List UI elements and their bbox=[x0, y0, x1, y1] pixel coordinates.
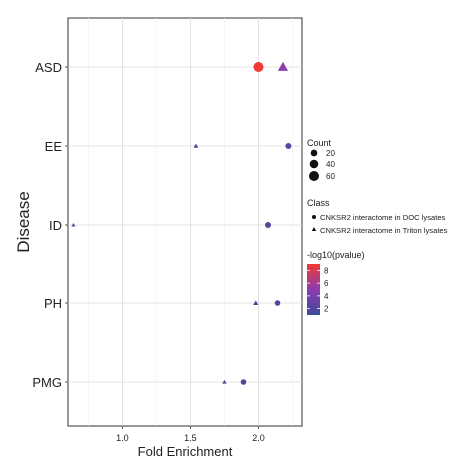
legend-class-title: Class bbox=[307, 198, 330, 208]
legend-count-label-20: 20 bbox=[326, 149, 335, 158]
data-point-doc-pmg bbox=[240, 379, 247, 385]
legend-class-doc-label: CNKSR2 interactome in DOC lysates bbox=[320, 213, 446, 222]
x-axis-ticks: 1.0 1.5 2.0 bbox=[116, 426, 265, 443]
data-point-triton-ee bbox=[193, 143, 199, 148]
legend-count-title: Count bbox=[307, 138, 332, 148]
data-point-triton-id bbox=[71, 223, 76, 227]
data-point-doc-ph bbox=[274, 300, 281, 306]
legend-class-triton-symbol bbox=[311, 227, 317, 231]
legend-class-doc-symbol bbox=[312, 215, 316, 219]
x-tick-label: 1.5 bbox=[184, 433, 197, 443]
legend-count-label-60: 60 bbox=[326, 172, 335, 181]
y-tick-label: PH bbox=[44, 296, 62, 311]
legend-pvalue-tick-label: 4 bbox=[324, 292, 329, 301]
grid-lines bbox=[68, 18, 302, 426]
legend-count-symbol-20 bbox=[310, 149, 318, 157]
legend-count: 20 40 60 bbox=[308, 149, 335, 182]
legend-count-symbol-60 bbox=[308, 170, 320, 182]
y-tick-label: ID bbox=[49, 218, 62, 233]
legend-count-label-40: 40 bbox=[326, 160, 335, 169]
legend-count-symbol-40 bbox=[309, 159, 319, 169]
data-point-doc-id bbox=[264, 221, 272, 229]
y-tick-label: EE bbox=[45, 139, 63, 154]
data-point-triton-asd bbox=[277, 61, 289, 71]
x-axis-title: Fold Enrichment bbox=[138, 444, 233, 459]
legend-pvalue-tick-label: 2 bbox=[324, 305, 329, 314]
legend-pvalue-tick-label: 6 bbox=[324, 279, 329, 288]
legend-pvalue-colorbar bbox=[307, 264, 320, 315]
plot-panel bbox=[67, 17, 303, 427]
legend-pvalue-ticks: 2 4 6 8 bbox=[307, 266, 329, 314]
y-axis-ticks: ASD EE ID PH PMG bbox=[32, 60, 68, 390]
x-tick-label: 1.0 bbox=[116, 433, 129, 443]
data-point-triton-pmg bbox=[222, 379, 227, 384]
legend-pvalue-tick-label: 8 bbox=[324, 266, 329, 275]
legend-pvalue-title: -log10(pvalue) bbox=[307, 250, 365, 260]
data-point-doc-ee bbox=[285, 142, 292, 150]
y-axis-title: Disease bbox=[14, 191, 33, 252]
y-tick-label: ASD bbox=[35, 60, 62, 75]
data-points bbox=[71, 61, 292, 385]
data-point-triton-ph bbox=[253, 300, 259, 305]
legend-class-triton-label: CNKSR2 interactome in Triton lysates bbox=[320, 226, 448, 235]
x-tick-label: 2.0 bbox=[252, 433, 265, 443]
y-tick-label: PMG bbox=[32, 375, 62, 390]
data-point-doc-asd bbox=[253, 61, 264, 73]
